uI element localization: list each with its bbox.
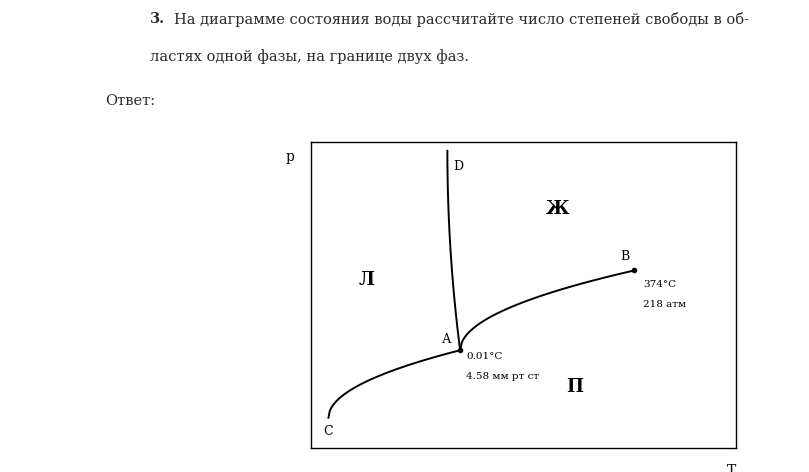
Text: С: С (324, 425, 333, 438)
Text: р: р (286, 150, 294, 164)
Text: Т: Т (727, 464, 736, 472)
Text: Ж: Ж (546, 200, 570, 218)
Text: 218 атм: 218 атм (643, 300, 686, 309)
Text: Л: Л (358, 270, 375, 289)
Text: В: В (621, 250, 630, 263)
Text: На диаграмме состояния воды рассчитайте число степеней свободы в об-: На диаграмме состояния воды рассчитайте … (174, 12, 749, 27)
Text: 0.01°C: 0.01°C (467, 352, 503, 361)
Text: 3.: 3. (150, 12, 165, 26)
Text: 374°C: 374°C (643, 279, 676, 289)
Text: Ответ:: Ответ: (105, 94, 155, 109)
Text: П: П (566, 378, 583, 396)
Text: ластях одной фазы, на границе двух фаз.: ластях одной фазы, на границе двух фаз. (150, 50, 468, 65)
Text: А: А (443, 333, 451, 346)
Text: D: D (454, 160, 464, 173)
Text: 4.58 мм рт ст: 4.58 мм рт ст (467, 372, 540, 381)
